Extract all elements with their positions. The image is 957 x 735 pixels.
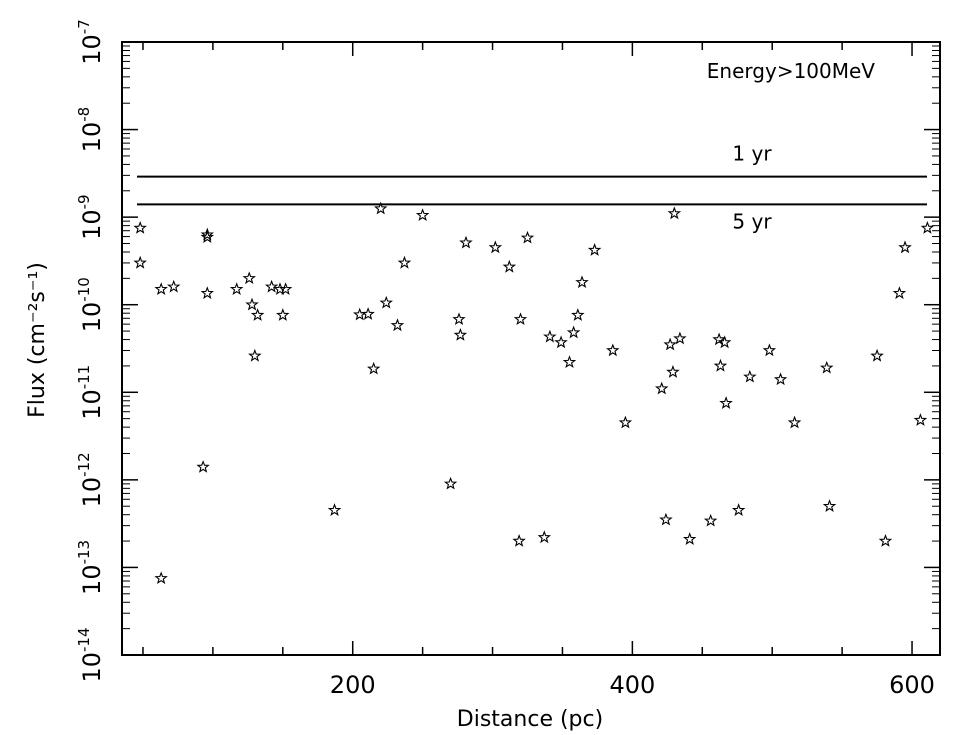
data-point: [200, 286, 214, 300]
y-tick-label: 10-9: [75, 194, 106, 240]
data-point: [731, 503, 746, 517]
data-point: [719, 396, 733, 410]
data-point: [374, 201, 388, 215]
data-point: [773, 372, 788, 386]
data-point: [242, 271, 257, 285]
data-point: [276, 308, 290, 321]
y-tick-label: 10-7: [75, 19, 106, 65]
data-point: [703, 513, 718, 527]
data-point: [367, 361, 381, 375]
y-tick-label: 10-12: [75, 452, 106, 507]
y-tick-label: 10-13: [75, 540, 106, 595]
x-tick-label: 600: [889, 671, 935, 699]
data-point: [459, 235, 473, 249]
data-point: [566, 325, 581, 339]
y-tick-label: 10-8: [75, 107, 106, 153]
y-axis-title: Flux (cm⁻²s⁻¹): [25, 262, 50, 418]
data-point: [390, 318, 405, 332]
data-point: [762, 343, 777, 357]
data-point: [154, 571, 168, 585]
data-point: [264, 279, 279, 293]
data-point: [898, 240, 912, 254]
data-point: [571, 308, 585, 321]
data-point: [654, 381, 669, 395]
data-point: [659, 512, 673, 526]
data-point: [892, 286, 907, 300]
data-point: [250, 308, 265, 321]
data-point: [379, 295, 393, 309]
data-point: [587, 242, 602, 256]
data-point: [713, 358, 728, 372]
data-point: [537, 530, 551, 544]
data-point: [278, 282, 293, 295]
x-axis-title: Distance (pc): [457, 707, 603, 732]
reference-lines: 1 yr 5 yr: [137, 142, 927, 233]
data-point: [870, 348, 884, 362]
data-point: [166, 279, 181, 293]
data-point: [512, 534, 526, 547]
data-point: [663, 337, 677, 351]
data-point: [327, 503, 342, 517]
data-point: [488, 240, 503, 254]
reference-line-label: 5 yr: [732, 209, 772, 233]
reference-line-label: 1 yr: [732, 142, 772, 166]
data-point: [200, 230, 214, 243]
y-tick-label: 10-14: [75, 627, 106, 682]
data-point: [133, 255, 147, 269]
data-point: [743, 369, 757, 383]
data-point: [712, 332, 726, 346]
x-tick-label: 400: [609, 671, 655, 699]
data-point: [520, 230, 535, 244]
data-point: [513, 312, 528, 326]
data-point: [453, 328, 468, 341]
y-tick-label: 10-10: [75, 277, 106, 332]
x-tick-label: 200: [330, 671, 376, 699]
data-point: [575, 275, 589, 289]
data-point: [248, 348, 262, 362]
data-point: [673, 331, 687, 345]
plot-frame: [121, 41, 941, 656]
data-point: [443, 476, 458, 490]
data-point: [543, 329, 557, 343]
data-point: [361, 307, 375, 320]
data-point: [502, 259, 517, 273]
data-point: [154, 282, 168, 295]
data-point: [229, 282, 244, 295]
data-point: [822, 499, 837, 512]
data-point: [819, 360, 834, 374]
plot-area: [121, 41, 941, 656]
data-point: [682, 532, 697, 545]
data-point: [415, 208, 430, 221]
y-tick-label: 10-11: [75, 365, 106, 420]
data-point: [562, 355, 577, 368]
data-point: [878, 534, 893, 547]
x-axis: 200 400 600: [142, 42, 935, 699]
y-axis: 10-14 10-13 10-12 10-11 10-10 10-9 10-8 10-7: [75, 19, 940, 683]
data-point: [397, 255, 412, 269]
data-point: [920, 221, 935, 234]
data-points: [133, 201, 935, 585]
data-point: [245, 297, 259, 311]
energy-annotation: Energy>100MeV: [707, 59, 876, 83]
data-point: [200, 227, 215, 241]
data-point: [667, 206, 682, 220]
data-point: [717, 335, 732, 349]
data-point: [787, 415, 802, 429]
data-point: [913, 413, 928, 426]
data-point: [353, 307, 367, 321]
data-point: [196, 460, 210, 473]
data-point: [666, 365, 680, 378]
data-point: [133, 221, 147, 234]
data-point: [618, 415, 633, 429]
data-point: [554, 335, 568, 349]
data-point: [452, 312, 466, 326]
data-point: [606, 343, 620, 357]
